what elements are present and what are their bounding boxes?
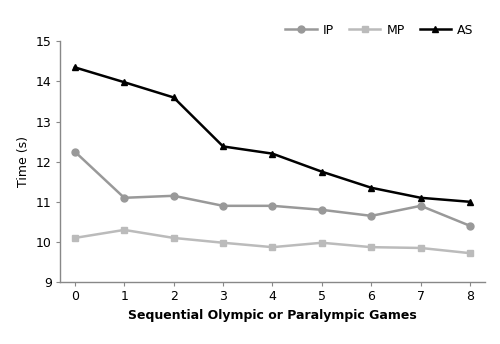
AS <box>72 65 78 69</box>
MP <box>220 241 226 245</box>
IP <box>121 196 127 200</box>
Y-axis label: Time (s): Time (s) <box>17 136 30 187</box>
MP <box>319 241 325 245</box>
AS <box>368 186 374 190</box>
Line: MP: MP <box>72 226 473 257</box>
Line: AS: AS <box>72 64 473 205</box>
IP <box>368 214 374 218</box>
IP <box>467 224 473 228</box>
MP <box>418 246 424 250</box>
X-axis label: Sequential Olympic or Paralympic Games: Sequential Olympic or Paralympic Games <box>128 309 417 322</box>
MP <box>467 251 473 255</box>
Legend: IP, MP, AS: IP, MP, AS <box>280 19 479 42</box>
MP <box>72 236 78 240</box>
AS <box>170 95 176 99</box>
IP <box>220 204 226 208</box>
IP <box>270 204 276 208</box>
AS <box>467 200 473 204</box>
Line: IP: IP <box>72 148 473 229</box>
MP <box>121 228 127 232</box>
AS <box>220 144 226 149</box>
IP <box>72 150 78 154</box>
AS <box>319 170 325 174</box>
MP <box>170 236 176 240</box>
IP <box>418 204 424 208</box>
AS <box>270 152 276 156</box>
IP <box>319 208 325 212</box>
IP <box>170 194 176 198</box>
MP <box>270 245 276 249</box>
AS <box>418 196 424 200</box>
MP <box>368 245 374 249</box>
AS <box>121 80 127 84</box>
